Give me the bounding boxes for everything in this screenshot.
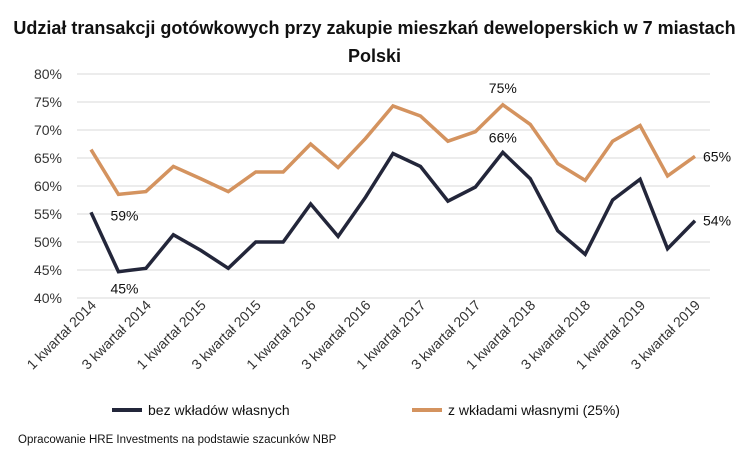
y-tick-label: 60% <box>34 178 62 194</box>
y-tick-label: 50% <box>34 234 62 250</box>
legend-swatch <box>112 408 142 412</box>
y-tick-label: 65% <box>34 150 62 166</box>
legend-swatch <box>412 408 442 412</box>
y-tick-label: 75% <box>34 94 62 110</box>
source-note: Opracowanie HRE Investments na podstawie… <box>18 434 337 446</box>
data-label: 45% <box>110 281 138 297</box>
chart-title: Udział transakcji gotówkowych przy zakup… <box>13 18 736 66</box>
y-tick-label: 55% <box>34 206 62 222</box>
data-label: 75% <box>489 80 517 96</box>
y-tick-label: 70% <box>34 122 62 138</box>
data-label: 59% <box>110 207 138 223</box>
legend-label: z wkładami własnymi (25%) <box>448 402 620 418</box>
data-label: 54% <box>703 213 731 229</box>
legend-label: bez wkładów własnych <box>148 402 290 418</box>
y-tick-label: 80% <box>34 66 62 82</box>
y-tick-label: 45% <box>34 262 62 278</box>
legend: bez wkładów własnych z wkładami własnymi… <box>112 402 620 418</box>
data-label: 66% <box>489 129 517 145</box>
legend-item-z-wkladami: z wkładami własnymi (25%) <box>412 402 620 418</box>
legend-item-bez-wkladow: bez wkładów własnych <box>112 402 412 418</box>
data-label: 65% <box>703 148 731 164</box>
series-line-1 <box>89 102 697 197</box>
y-tick-label: 40% <box>34 290 62 306</box>
